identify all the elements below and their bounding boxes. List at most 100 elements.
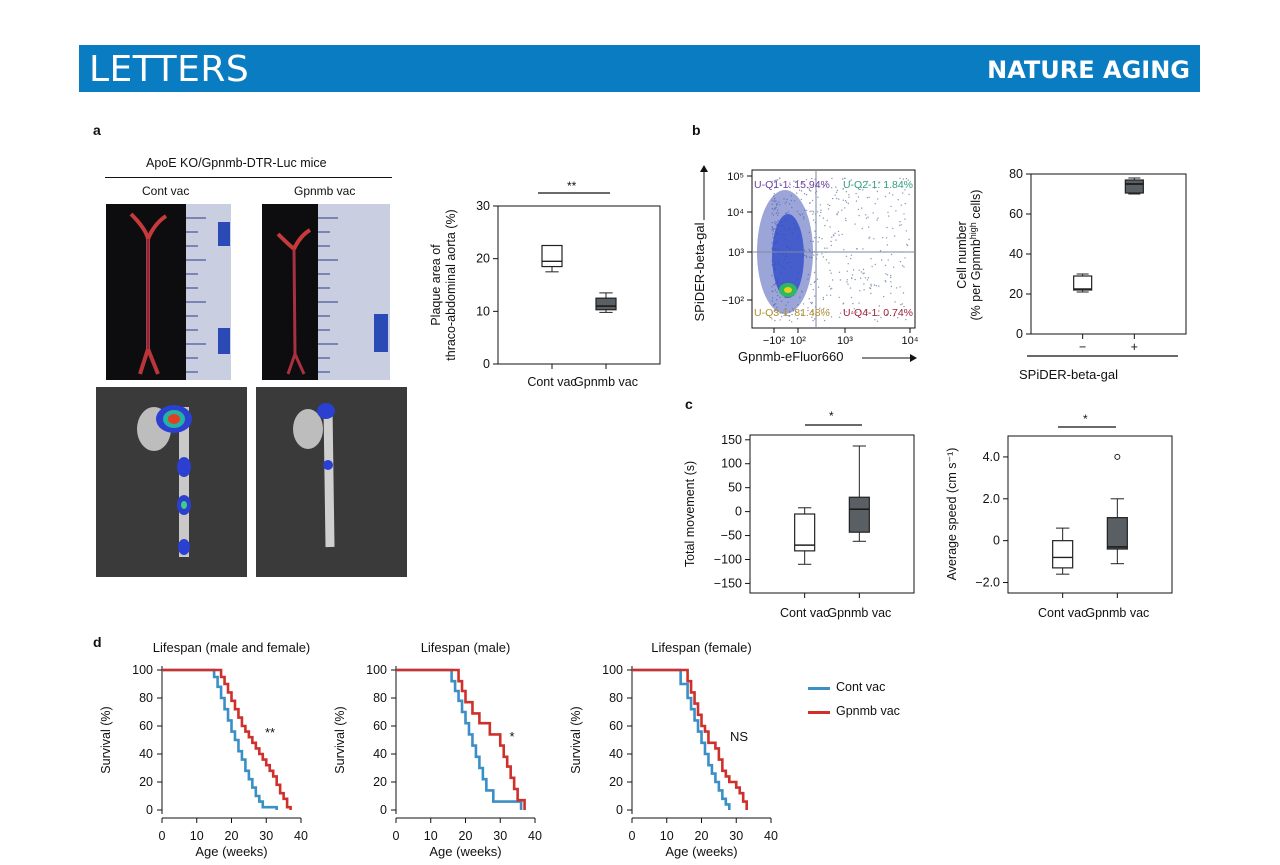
movement-xtick-label: Cont vac bbox=[780, 606, 829, 620]
plaque-xtick-label: Cont vac bbox=[527, 375, 576, 389]
flow-event bbox=[791, 321, 793, 323]
flow-event bbox=[874, 319, 876, 321]
flow-event bbox=[906, 243, 908, 246]
flow-event bbox=[825, 180, 827, 183]
flow-event bbox=[850, 179, 853, 181]
flow-event bbox=[857, 208, 860, 211]
flow-event bbox=[866, 279, 869, 281]
flow-event bbox=[811, 302, 813, 304]
flow-event bbox=[829, 269, 831, 272]
flow-event bbox=[897, 317, 899, 319]
flow-event bbox=[839, 279, 842, 281]
cellnumber-ytick-label: 40 bbox=[1009, 247, 1023, 261]
flow-event bbox=[903, 213, 905, 215]
plaque-ylabel-1: Plaque area of bbox=[429, 244, 443, 326]
flow-event bbox=[822, 256, 825, 258]
flow-event bbox=[793, 180, 795, 182]
flow-xtick-label: −10² bbox=[763, 335, 786, 347]
speed-ylabel: Average speed (cm s⁻¹) bbox=[945, 448, 959, 581]
flow-event bbox=[826, 247, 828, 249]
flow-event bbox=[842, 199, 844, 201]
flow-event bbox=[886, 313, 888, 316]
flow-event bbox=[812, 313, 815, 315]
flow-event bbox=[816, 184, 818, 187]
flow-event bbox=[877, 198, 879, 200]
flow-event bbox=[800, 310, 802, 312]
lifespan_male-ytick-label: 20 bbox=[373, 775, 387, 789]
plaque-ytick-label: 0 bbox=[483, 357, 490, 371]
flow-event bbox=[906, 244, 909, 247]
legend-swatch-cont bbox=[808, 687, 830, 690]
flow-event bbox=[817, 196, 819, 198]
lifespan_female-xlabel: Age (weeks) bbox=[665, 844, 737, 859]
flow-event bbox=[884, 264, 887, 267]
flow-event bbox=[832, 197, 834, 200]
flow-event bbox=[824, 224, 826, 227]
flow-event bbox=[813, 271, 816, 274]
flow-event bbox=[819, 204, 822, 206]
flow-event bbox=[904, 189, 906, 191]
flow-event bbox=[893, 266, 895, 268]
flow-event bbox=[808, 298, 810, 300]
flow-event bbox=[812, 288, 814, 291]
flow-event bbox=[800, 190, 803, 192]
flow-event bbox=[867, 216, 869, 218]
flow-event bbox=[788, 315, 790, 317]
flow-event bbox=[796, 192, 798, 194]
flow-event bbox=[776, 179, 778, 181]
lifespan_female-xtick-label: 0 bbox=[629, 829, 636, 843]
flow-event bbox=[842, 188, 844, 190]
flow-event bbox=[793, 186, 795, 188]
flow-event bbox=[819, 307, 821, 309]
flow-event bbox=[905, 230, 907, 232]
flow-event bbox=[893, 235, 896, 237]
flow-event bbox=[838, 296, 840, 299]
lifespan_female-ytick-label: 60 bbox=[609, 719, 623, 733]
lifespan-all-annotation: ** bbox=[265, 725, 275, 740]
flow-event bbox=[902, 292, 905, 294]
lifespan_all-xtick-label: 0 bbox=[159, 829, 166, 843]
flow-event bbox=[878, 285, 880, 287]
flow-event bbox=[903, 266, 905, 268]
flow-event bbox=[814, 237, 816, 239]
flow-event bbox=[865, 217, 868, 219]
flow-event bbox=[802, 181, 804, 184]
flow-ylabel: SPiDER-beta-gal bbox=[692, 222, 707, 321]
flow-event bbox=[800, 198, 802, 201]
movement-ytick-label: 150 bbox=[721, 433, 742, 447]
flow-event bbox=[831, 279, 834, 281]
aorta-photo-gpnmb bbox=[262, 204, 390, 380]
flow-event bbox=[838, 198, 840, 200]
flow-event bbox=[791, 313, 793, 316]
flow-event bbox=[836, 189, 839, 192]
flow-event bbox=[845, 219, 847, 222]
lifespan_all-xtick-label: 40 bbox=[294, 829, 308, 843]
flow-event bbox=[876, 190, 879, 193]
lifespan_female-ytick-label: 20 bbox=[609, 775, 623, 789]
flow-event bbox=[890, 253, 893, 256]
flow-quadrant-label: U-Q3-1: 81.48% bbox=[754, 307, 830, 319]
flow-event bbox=[817, 286, 820, 288]
legend-label-gpnmb: Gpnmb vac bbox=[836, 704, 900, 718]
lifespan_male-ytick-label: 80 bbox=[373, 691, 387, 705]
panel-label-a: a bbox=[93, 122, 101, 138]
flow-event bbox=[835, 239, 837, 241]
flow-event bbox=[775, 179, 777, 181]
plaque-ytick-label: 30 bbox=[476, 199, 490, 213]
flow-event bbox=[780, 184, 782, 187]
flow-xtick-label: 10² bbox=[790, 335, 806, 347]
flow-event bbox=[886, 274, 889, 276]
flow-event bbox=[812, 240, 815, 243]
flow-event bbox=[900, 224, 902, 226]
flow-event bbox=[892, 194, 894, 196]
flow-event bbox=[895, 287, 898, 289]
flow-event bbox=[894, 301, 896, 303]
flow-event bbox=[876, 219, 878, 221]
flow-event bbox=[873, 187, 876, 189]
lifespan_female-ytick-label: 80 bbox=[609, 691, 623, 705]
lifespan_all-xtick-label: 10 bbox=[190, 829, 204, 843]
flow-event bbox=[838, 271, 841, 273]
speed-significance: * bbox=[1083, 412, 1088, 426]
luminescence-image-cont bbox=[96, 387, 247, 577]
flow-event bbox=[890, 292, 892, 294]
